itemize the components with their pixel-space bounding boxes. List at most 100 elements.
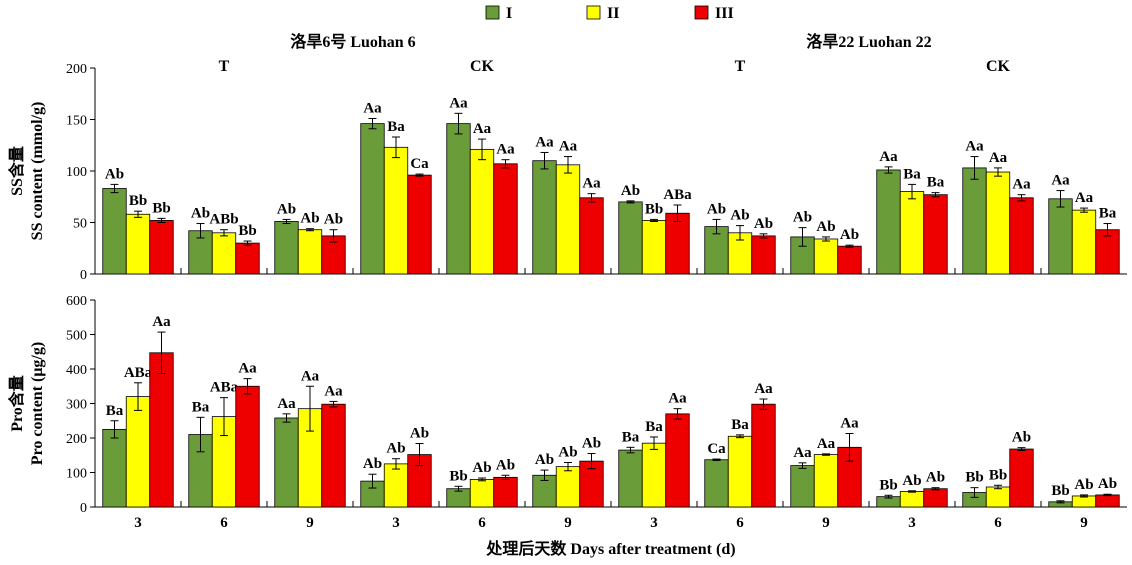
significance-label: Aa [582,176,601,192]
treatment-label-2: CK [470,58,495,75]
x-tick-label: 9 [1080,515,1088,531]
significance-label: Bb [965,470,983,486]
significance-label: Ab [300,211,319,227]
significance-label: Ab [707,201,726,217]
bar-III [149,352,174,508]
significance-label: Ba [192,399,210,415]
bar-II [813,238,839,275]
significance-label: Bb [238,223,256,239]
y-tick-label: 150 [66,114,87,129]
bar-II [383,463,409,508]
significance-label: Aa [989,150,1008,166]
significance-label: Aa [496,142,515,158]
significance-label: Ab [730,208,749,224]
y-tick-label: 100 [66,467,87,482]
significance-label: Aa [754,381,773,397]
significance-label: Ab [1098,476,1117,492]
significance-label: Bb [879,477,897,493]
legend-swatch-2 [586,5,601,20]
significance-label: Aa [324,383,343,399]
bar-III [751,403,776,508]
significance-label: Ba [1099,206,1117,222]
bar-II [125,213,151,275]
x-tick-label: 3 [134,515,142,531]
significance-label: Aa [817,436,836,452]
bar-I [102,188,127,275]
x-tick-label: 6 [478,515,486,531]
significance-label: Ab [793,210,812,226]
y-label-cn-1: SS含量 [7,146,26,196]
bar-I [532,160,557,275]
significance-label: Ab [582,436,601,452]
x-tick-label: 6 [736,515,744,531]
bar-I [790,465,815,508]
significance-label: Aa [840,416,859,432]
significance-label: ABa [124,365,153,381]
significance-label: Ab [105,166,124,182]
significance-label: Ab [535,452,554,468]
significance-label: Ab [754,216,773,232]
bar-II [125,396,151,508]
significance-label: Ab [621,183,640,199]
bar-I [618,449,643,508]
x-tick-label: 6 [994,515,1002,531]
significance-label: Bb [152,200,170,216]
bar-II [899,491,925,508]
significance-label: Ab [902,473,921,489]
x-tick-label: 3 [392,515,400,531]
significance-label: Aa [793,445,812,461]
bar-II [985,486,1011,508]
significance-label: Aa [277,396,296,412]
bar-II [555,466,581,508]
significance-label: Aa [449,95,468,111]
legend-swatch-3 [694,5,709,20]
legend-swatch-1 [485,5,500,20]
bar-III [665,212,690,275]
significance-label: Ca [707,441,726,457]
significance-label: Ab [277,201,296,217]
y-tick-label: 0 [80,501,87,516]
bar-II [813,454,839,508]
treatment-label-1: T [219,58,230,75]
bar-III [407,174,432,275]
bar-I [704,459,729,508]
bar-I [1048,198,1073,275]
significance-label: ABb [209,212,238,228]
significance-label: Ab [363,456,382,472]
significance-label: Ab [558,444,577,460]
bar-I [360,123,385,275]
significance-label: ABa [210,380,239,396]
bar-II [383,146,409,275]
significance-label: Ab [840,227,859,243]
y-tick-label: 50 [73,217,87,232]
y-tick-label: 500 [66,329,87,344]
y-tick-label: 200 [66,62,87,77]
significance-label: Ca [410,156,429,172]
legend-label-2: II [607,5,619,22]
y-tick-label: 400 [66,363,87,378]
bar-III [321,403,346,508]
bar-II [641,220,667,275]
significance-label: Ba [622,429,640,445]
bar-II [1071,495,1097,508]
significance-label: Bb [989,467,1007,483]
bar-III [1009,448,1034,508]
x-tick-label: 3 [908,515,916,531]
significance-label: Ab [324,212,343,228]
cultivar-title-2: 洛旱22 Luohan 22 [806,32,931,51]
significance-label: Aa [879,149,898,165]
significance-label: Ba [903,166,921,182]
significance-label: Bb [1051,483,1069,499]
significance-label: ABa [663,187,692,203]
bar-III [235,385,260,508]
y-tick-label: 0 [80,268,87,283]
bar-II [985,171,1011,275]
legend-label-1: I [506,5,512,22]
significance-label: Aa [473,121,492,137]
bar-III [149,220,174,275]
significance-label: Ba [731,417,749,433]
significance-label: Bb [129,193,147,209]
bar-II [899,191,925,275]
bar-II [641,442,667,508]
